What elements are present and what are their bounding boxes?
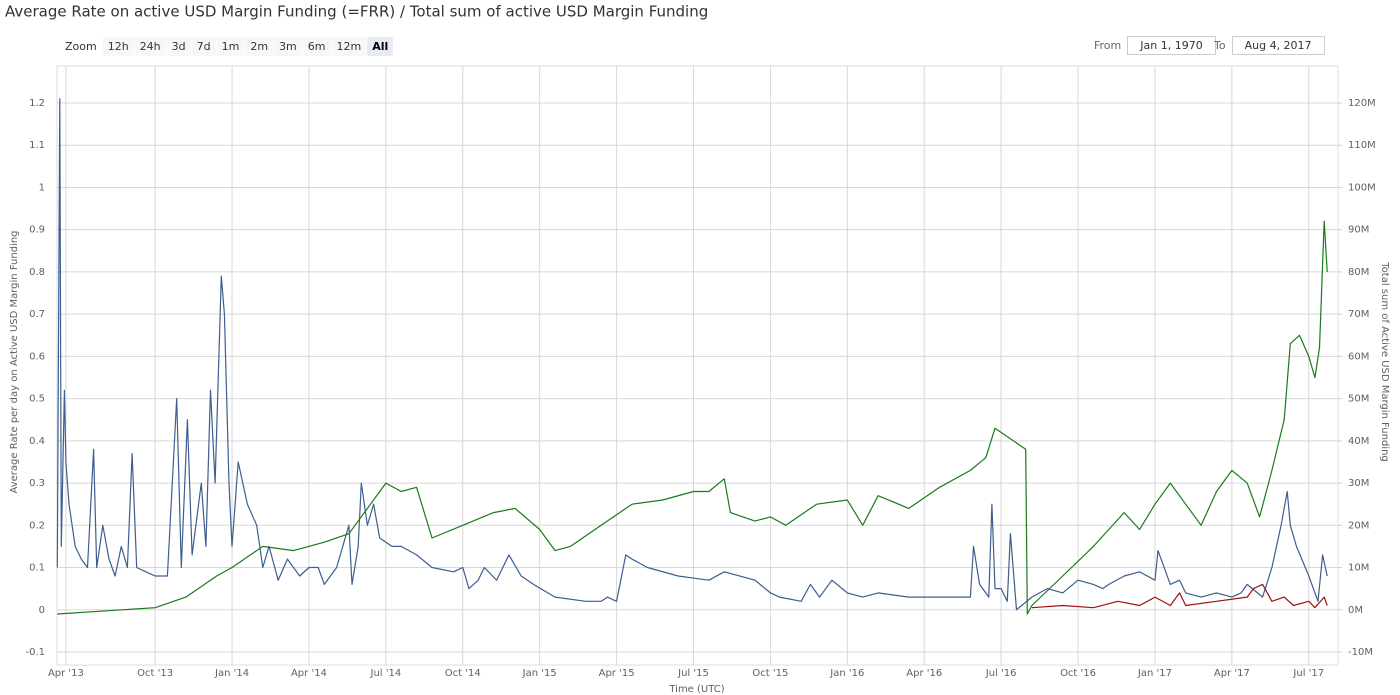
zoom-button[interactable]: 2m xyxy=(245,37,274,56)
y-tick-label: 1.1 xyxy=(29,140,45,151)
y2-tick-label: 80M xyxy=(1348,267,1369,278)
plot-frame xyxy=(56,65,1339,666)
x-tick-label: Oct '13 xyxy=(137,668,173,679)
zoom-button[interactable]: 24h xyxy=(134,37,166,56)
from-input[interactable]: Jan 1, 1970 xyxy=(1127,36,1216,55)
x-tick-label: Jul '14 xyxy=(370,668,402,679)
zoom-label: Zoom xyxy=(65,40,97,53)
grid xyxy=(57,66,1342,665)
zoom-button[interactable]: 12m xyxy=(331,37,367,56)
y2-axis-title: Total sum of Active USD Margin Funding xyxy=(1379,261,1390,462)
to-label: To xyxy=(1214,39,1226,52)
y-tick-label: 1 xyxy=(39,182,45,193)
y-tick-label: 0.5 xyxy=(29,394,45,405)
x-axis-title: Time (UTC) xyxy=(668,684,724,695)
series-line xyxy=(56,98,1328,611)
x-tick-label: Apr '17 xyxy=(1214,668,1250,679)
x-tick-label: Jan '15 xyxy=(522,668,557,679)
y2-tick-label: 70M xyxy=(1348,309,1369,320)
to-range: To Aug 4, 2017 xyxy=(1214,36,1325,55)
y-tick-label: 0.9 xyxy=(29,225,45,236)
y-tick-label: 0.1 xyxy=(29,563,45,574)
y2-tick-label: -10M xyxy=(1348,647,1373,658)
y-tick-label: 0.8 xyxy=(29,267,45,278)
x-tick-label: Apr '16 xyxy=(906,668,942,679)
x-tick-label: Apr '13 xyxy=(48,668,84,679)
y-tick-label: -0.1 xyxy=(25,647,45,658)
series-line xyxy=(57,220,1328,615)
zoom-button[interactable]: 1m xyxy=(216,37,245,56)
x-tick-label: Jan '17 xyxy=(1137,668,1172,679)
zoom-button[interactable]: 3m xyxy=(274,37,302,56)
y2-tick-label: 20M xyxy=(1348,520,1369,531)
y2-tick-label: 90M xyxy=(1348,225,1369,236)
y2-tick-label: 0M xyxy=(1348,605,1363,616)
to-input[interactable]: Aug 4, 2017 xyxy=(1231,36,1325,55)
x-tick-label: Oct '14 xyxy=(445,668,481,679)
y-tick-label: 1.2 xyxy=(29,98,45,109)
y2-tick-label: 50M xyxy=(1348,394,1369,405)
x-tick-label: Jul '15 xyxy=(677,668,709,679)
y-tick-label: 0.6 xyxy=(29,351,45,362)
y-tick-label: 0.4 xyxy=(29,436,45,447)
y-tick-label: 0.2 xyxy=(29,520,45,531)
zoom-button[interactable]: 6m xyxy=(302,37,331,56)
y-tick-label: 0.3 xyxy=(29,478,45,489)
y2-tick-label: 110M xyxy=(1348,140,1376,151)
x-tick-label: Apr '15 xyxy=(599,668,635,679)
zoom-button[interactable]: 3d xyxy=(166,37,191,56)
chart-title: Average Rate on active USD Margin Fundin… xyxy=(5,3,708,21)
x-tick-label: Oct '15 xyxy=(752,668,788,679)
lines xyxy=(56,98,1328,615)
y-tick-label: 0 xyxy=(39,605,45,616)
y2-tick-label: 120M xyxy=(1348,98,1376,109)
y2-tick-label: 40M xyxy=(1348,436,1369,447)
zoom-toolbar: Zoom 12h 24h 3d 7d 1m 2m 3m 6m 12m All xyxy=(60,37,394,56)
zoom-button[interactable]: All xyxy=(367,37,394,56)
y2-tick-label: 60M xyxy=(1348,351,1369,362)
zoom-button[interactable]: 12h xyxy=(102,37,134,56)
x-tick-label: Jul '17 xyxy=(1292,668,1324,679)
y-tick-label: 0.7 xyxy=(29,309,45,320)
x-tick-label: Apr '14 xyxy=(291,668,327,679)
series-line xyxy=(1031,583,1328,609)
y2-tick-label: 100M xyxy=(1348,182,1376,193)
y-axis-title: Average Rate per day on Active USD Margi… xyxy=(9,230,20,493)
from-label: From xyxy=(1094,39,1122,52)
from-range: From Jan 1, 1970 xyxy=(1094,36,1216,55)
x-tick-label: Jan '14 xyxy=(214,668,249,679)
x-tick-label: Jan '16 xyxy=(829,668,864,679)
zoom-button[interactable]: 7d xyxy=(191,37,216,56)
y2-tick-label: 30M xyxy=(1348,478,1369,489)
x-tick-label: Oct '16 xyxy=(1060,668,1096,679)
y2-tick-label: 10M xyxy=(1348,563,1369,574)
x-tick-label: Jul '16 xyxy=(985,668,1017,679)
